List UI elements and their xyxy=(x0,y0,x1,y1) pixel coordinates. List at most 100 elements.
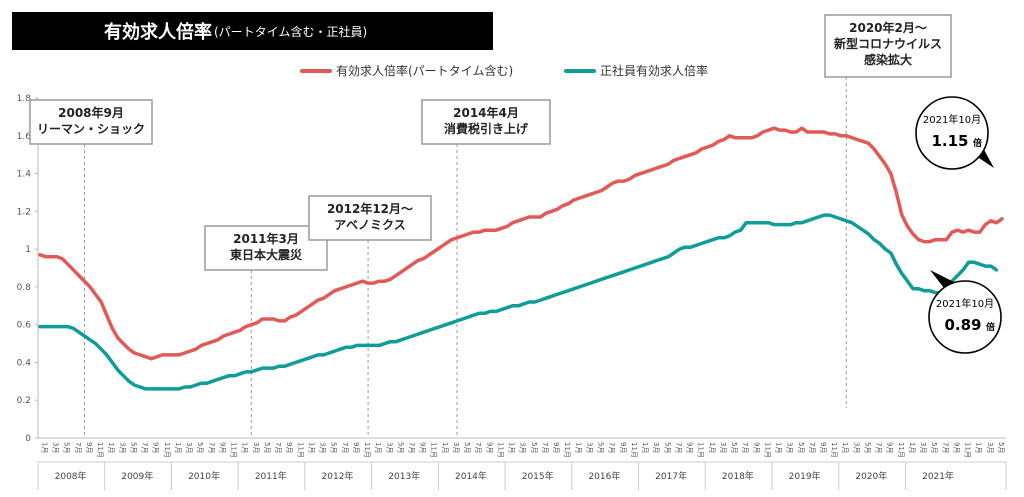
month-tick-label: 9月 xyxy=(952,442,960,453)
axes: 00.20.40.60.811.21.41.61.81月 3月 5月 7月 9月 11月 1… xyxy=(17,94,1007,490)
month-tick-label: 3月 xyxy=(452,442,460,453)
month-tick-label: 3月 xyxy=(252,442,260,453)
month-tick-label: 11月 xyxy=(430,442,438,458)
month-tick-label: 1月 xyxy=(241,442,249,453)
month-tick-label: 5月 xyxy=(997,442,1005,453)
month-tick-label: 5月 xyxy=(663,442,671,453)
month-tick-label: 7月 xyxy=(941,442,949,453)
month-tick-label: 9月 xyxy=(352,442,360,453)
year-label: 2009年 xyxy=(121,470,153,482)
year-label: 2008年 xyxy=(55,470,87,482)
month-tick-label: 3月 xyxy=(585,442,593,453)
y-tick-label: 0.6 xyxy=(17,321,32,331)
event-annotation-text: 2008年9月 xyxy=(58,105,124,120)
callout-value: 0.89 xyxy=(944,316,981,334)
month-tick-label: 11月 xyxy=(163,442,171,458)
month-tick-label: 7月 xyxy=(341,442,349,453)
month-tick-label: 11月 xyxy=(763,442,771,458)
month-tick-label: 9月 xyxy=(485,442,493,453)
event-annotation-text: 2012年12月〜 xyxy=(327,201,413,216)
year-label: 2018年 xyxy=(722,470,754,482)
month-tick-label: 5月 xyxy=(797,442,805,453)
month-tick-label: 7月 xyxy=(808,442,816,453)
month-tick-label: 1月 xyxy=(574,442,582,453)
month-tick-label: 7月 xyxy=(875,442,883,453)
y-tick-label: 0.2 xyxy=(17,396,31,406)
month-tick-label: 5月 xyxy=(730,442,738,453)
event-annotation-box xyxy=(204,225,328,271)
value-callout-bubble xyxy=(915,96,989,170)
month-tick-label: 9月 xyxy=(819,442,827,453)
event-annotation-text: 2011年3月 xyxy=(233,231,299,246)
event-annotation-box xyxy=(29,99,153,145)
month-tick-label: 1月 xyxy=(641,442,649,453)
event-annotation-text: 新型コロナウイルス xyxy=(834,36,942,51)
month-tick-label: 11月 xyxy=(230,442,238,458)
year-label: 2012年 xyxy=(322,470,354,482)
month-tick-label: 3月 xyxy=(319,442,327,453)
month-tick-label: 3月 xyxy=(986,442,994,453)
year-label: 2017年 xyxy=(655,470,687,482)
month-tick-label: 11月 xyxy=(697,442,705,458)
event-annotation-text: アベノミクス xyxy=(334,218,405,232)
month-tick-label: 9月 xyxy=(619,442,627,453)
title-bar: 有効求人倍率 (パートタイム含む・正社員) xyxy=(12,12,493,50)
month-tick-label: 7月 xyxy=(74,442,82,453)
month-tick-label: 1月 xyxy=(508,442,516,453)
month-tick-label: 9月 xyxy=(152,442,160,453)
month-tick-label: 1月 xyxy=(41,442,49,453)
month-tick-label: 9月 xyxy=(285,442,293,453)
month-tick-label: 11月 xyxy=(363,442,371,458)
month-tick-label: 11月 xyxy=(563,442,571,458)
chart-subtitle: (パートタイム含む・正社員) xyxy=(214,24,368,39)
callout-period: 2021年10月 xyxy=(923,113,981,126)
month-tick-label: 1月 xyxy=(775,442,783,453)
month-tick-label: 5月 xyxy=(129,442,137,453)
event-annotation-text: 2014年4月 xyxy=(453,105,519,120)
month-tick-label: 7月 xyxy=(608,442,616,453)
month-tick-label: 5月 xyxy=(530,442,538,453)
year-label: 2016年 xyxy=(588,470,620,482)
month-tick-label: 9月 xyxy=(686,442,694,453)
month-tick-label: 5月 xyxy=(930,442,938,453)
month-tick-label: 3月 xyxy=(385,442,393,453)
month-tick-label: 5月 xyxy=(263,442,271,453)
y-tick-label: 1.6 xyxy=(17,132,32,142)
y-tick-label: 0.8 xyxy=(17,283,32,293)
month-tick-label: 3月 xyxy=(719,442,727,453)
month-tick-label: 9月 xyxy=(752,442,760,453)
y-tick-label: 0.4 xyxy=(17,358,32,368)
year-label: 2014年 xyxy=(455,470,487,482)
month-tick-label: 3月 xyxy=(919,442,927,453)
month-tick-label: 5月 xyxy=(396,442,404,453)
year-label: 2020年 xyxy=(855,470,887,482)
month-tick-label: 3月 xyxy=(852,442,860,453)
month-tick-label: 11月 xyxy=(964,442,972,458)
series-line-2 xyxy=(38,213,999,391)
month-tick-label: 1月 xyxy=(975,442,983,453)
chart-title: 有効求人倍率 xyxy=(104,22,212,43)
month-tick-label: 5月 xyxy=(330,442,338,453)
month-tick-label: 11月 xyxy=(830,442,838,458)
month-tick-label: 9月 xyxy=(886,442,894,453)
year-label: 2015年 xyxy=(522,470,554,482)
month-tick-label: 3月 xyxy=(519,442,527,453)
event-annotation-text: 感染拡大 xyxy=(864,52,912,67)
month-tick-label: 1月 xyxy=(841,442,849,453)
month-tick-label: 3月 xyxy=(185,442,193,453)
month-tick-label: 5月 xyxy=(463,442,471,453)
year-label: 2019年 xyxy=(789,470,821,482)
month-tick-label: 5月 xyxy=(63,442,71,453)
month-tick-label: 3月 xyxy=(652,442,660,453)
month-tick-label: 5月 xyxy=(196,442,204,453)
callout-period: 2021年10月 xyxy=(936,297,994,310)
year-label: 2010年 xyxy=(188,470,220,482)
month-tick-label: 9月 xyxy=(218,442,226,453)
callout-value: 1.15 xyxy=(931,132,968,150)
month-tick-label: 1月 xyxy=(307,442,315,453)
month-tick-label: 9月 xyxy=(419,442,427,453)
month-tick-label: 1月 xyxy=(174,442,182,453)
legend-label-1: 有効求人倍率(パートタイム含む) xyxy=(336,63,513,78)
